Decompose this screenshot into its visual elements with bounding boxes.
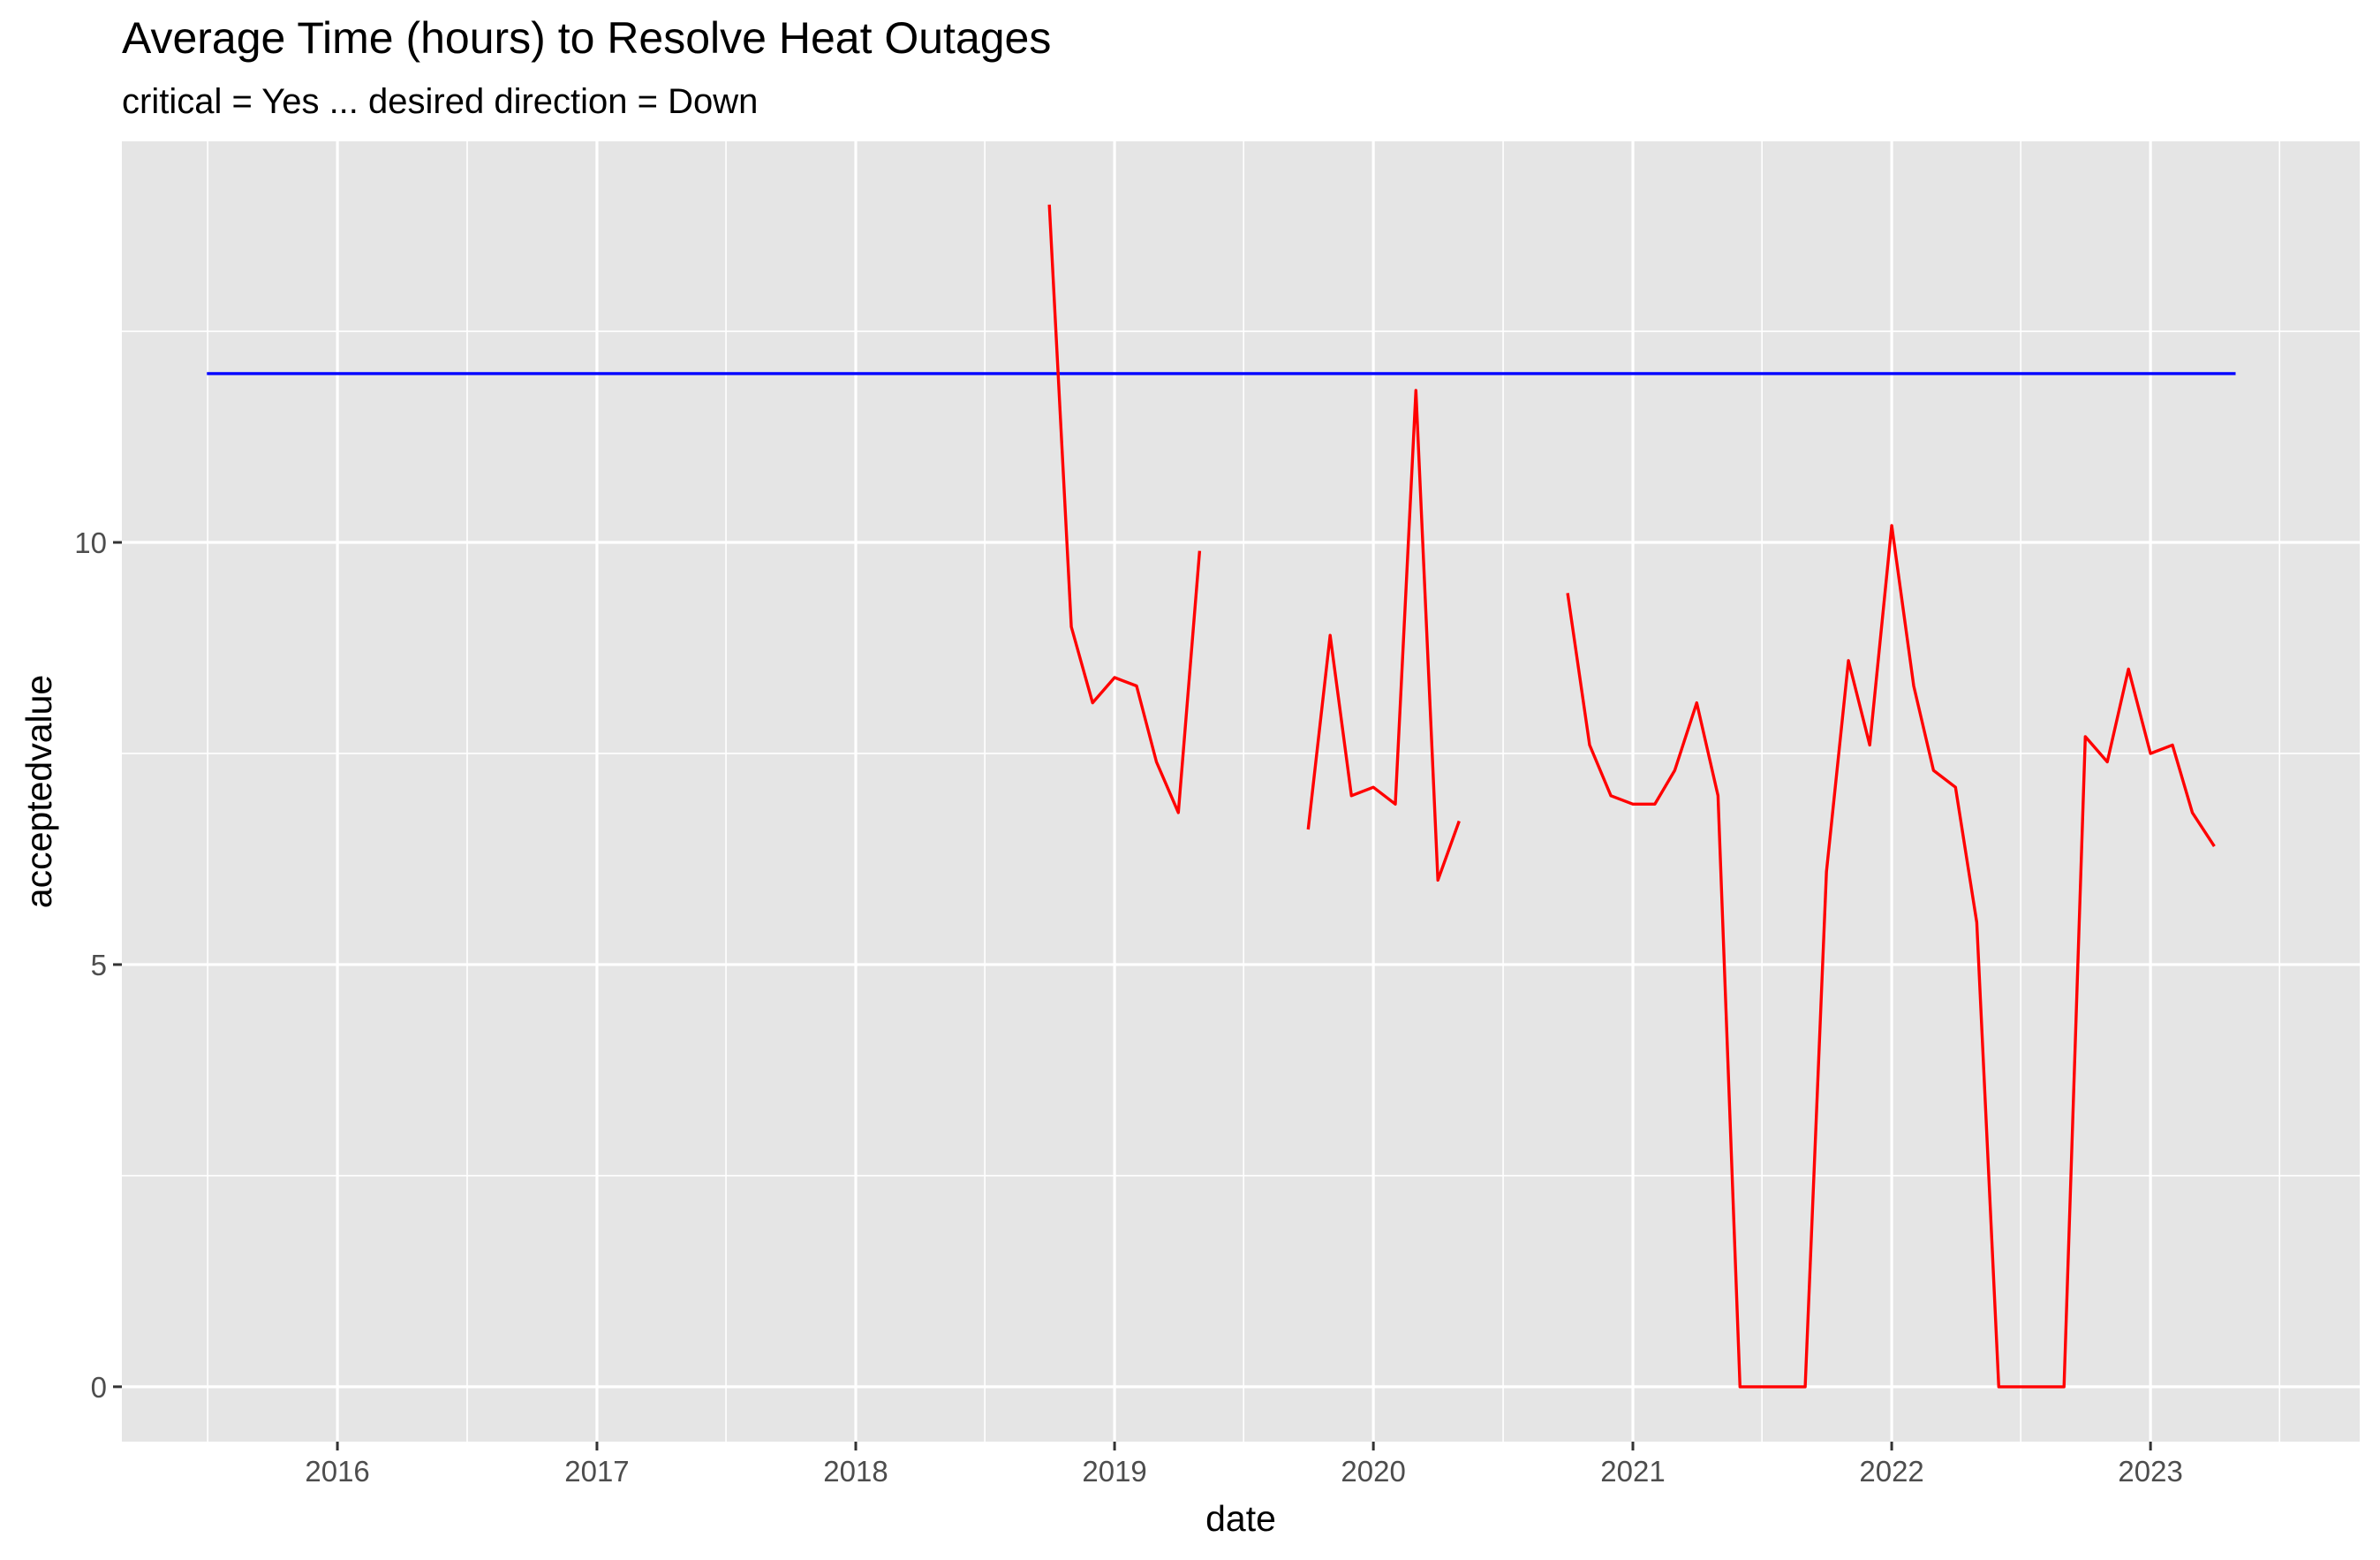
x-tick-label: 2019: [1082, 1455, 1146, 1488]
plot-panel: [122, 141, 2360, 1442]
series-layer: [207, 204, 2236, 1389]
y-tick-label: 0: [91, 1371, 107, 1404]
value-line-segment-1: [1047, 204, 1202, 814]
y-tick-label: 5: [91, 949, 107, 981]
x-tick-label: 2021: [1600, 1455, 1665, 1488]
value-line-segment-2: [1306, 389, 1461, 882]
x-tick-label: 2017: [564, 1455, 629, 1488]
x-tick-label: 2018: [823, 1455, 888, 1488]
major-gridlines: [122, 141, 2360, 1442]
y-axis-title: acceptedvalue: [19, 675, 59, 908]
x-tick-label: 2023: [2118, 1455, 2182, 1488]
chart-subtitle: critical = Yes ... desired direction = D…: [122, 82, 758, 121]
x-tick-label: 2016: [305, 1455, 369, 1488]
chart-title: Average Time (hours) to Resolve Heat Out…: [122, 13, 1051, 63]
x-axis: 2016 2017 2018 2019 2020 2021 2022 2023: [305, 1442, 2183, 1488]
x-tick-label: 2020: [1341, 1455, 1405, 1488]
y-axis: 0 5 10: [74, 526, 122, 1404]
x-axis-title: date: [1205, 1498, 1276, 1539]
y-tick-label: 10: [74, 526, 107, 559]
value-line-segment-3: [1566, 524, 2216, 1389]
x-tick-label: 2022: [1859, 1455, 1923, 1488]
minor-gridlines: [122, 141, 2360, 1442]
